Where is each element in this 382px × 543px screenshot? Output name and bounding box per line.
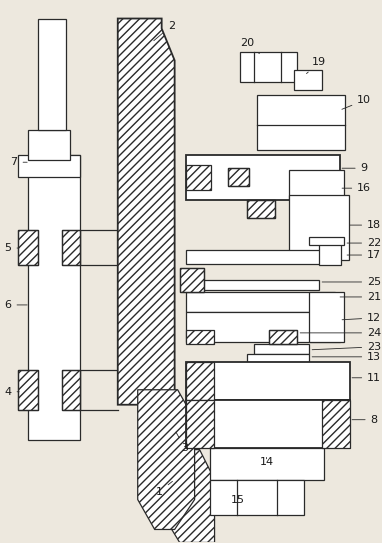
Bar — [18, 230, 38, 265]
Bar — [186, 400, 350, 447]
Bar — [186, 165, 210, 190]
Text: 20: 20 — [240, 39, 259, 54]
Text: 19: 19 — [306, 58, 326, 74]
Bar — [254, 344, 309, 354]
Text: 1: 1 — [156, 481, 172, 496]
Bar — [228, 168, 249, 186]
Text: 14: 14 — [259, 457, 274, 466]
Text: 25: 25 — [322, 277, 381, 287]
Polygon shape — [160, 450, 215, 542]
Bar — [186, 312, 340, 342]
Text: 21: 21 — [340, 292, 381, 302]
Bar — [290, 195, 349, 260]
Bar — [180, 268, 204, 292]
Bar — [309, 237, 344, 245]
Text: 4: 4 — [5, 387, 19, 397]
Bar — [38, 18, 66, 130]
Bar — [186, 362, 350, 400]
Bar — [18, 370, 38, 410]
Bar — [186, 155, 340, 200]
Bar — [62, 370, 80, 410]
Bar — [210, 447, 324, 479]
Polygon shape — [118, 18, 175, 405]
Bar — [18, 155, 80, 177]
Text: 16: 16 — [342, 183, 371, 193]
Bar — [62, 230, 80, 265]
Bar — [269, 330, 298, 344]
Text: 24: 24 — [300, 328, 381, 338]
Text: 2: 2 — [154, 21, 175, 41]
Bar — [210, 479, 304, 515]
Bar — [240, 53, 298, 83]
Bar — [186, 362, 214, 400]
Bar — [228, 168, 249, 186]
Text: 8: 8 — [352, 415, 378, 425]
Text: 22: 22 — [347, 238, 381, 248]
Bar — [248, 200, 275, 218]
Text: 17: 17 — [347, 250, 381, 260]
Bar — [186, 400, 214, 447]
Bar — [290, 170, 344, 200]
Bar — [28, 155, 80, 440]
Bar — [186, 292, 335, 312]
Bar — [28, 130, 70, 160]
Bar — [18, 230, 38, 265]
Bar — [248, 354, 309, 362]
Text: 10: 10 — [342, 96, 371, 109]
Bar — [186, 330, 214, 344]
Bar — [269, 330, 298, 344]
Bar — [180, 268, 204, 292]
Text: 12: 12 — [342, 313, 381, 323]
Bar — [322, 400, 350, 447]
Text: 13: 13 — [312, 352, 381, 362]
Text: 18: 18 — [350, 220, 381, 230]
Text: 7: 7 — [10, 157, 27, 167]
Bar — [309, 292, 344, 342]
Bar — [62, 370, 80, 410]
Text: 5: 5 — [5, 243, 18, 253]
Text: 9: 9 — [342, 163, 368, 173]
Bar — [186, 250, 335, 264]
Text: 11: 11 — [352, 373, 381, 383]
Bar — [295, 71, 322, 90]
Bar — [62, 230, 80, 265]
Text: 15: 15 — [230, 495, 244, 504]
Bar — [18, 370, 38, 410]
Bar — [319, 243, 341, 265]
Text: 3: 3 — [176, 432, 188, 453]
Polygon shape — [138, 390, 194, 529]
Text: 6: 6 — [5, 300, 27, 310]
Text: 23: 23 — [312, 342, 381, 352]
Bar — [248, 200, 275, 218]
Bar — [194, 280, 319, 290]
Bar — [257, 96, 345, 150]
